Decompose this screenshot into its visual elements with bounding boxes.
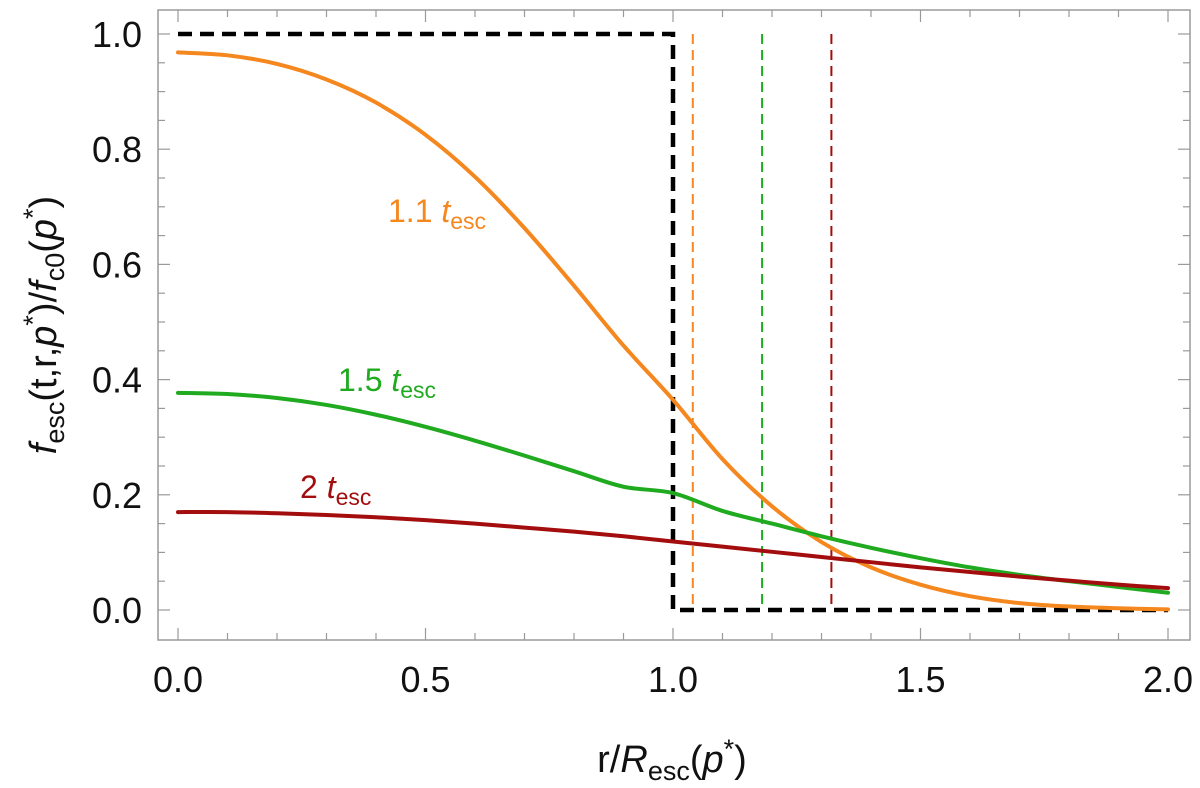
y-tick-label: 0.0 <box>92 590 142 631</box>
threshold-lines <box>691 34 833 610</box>
x-tick-label: 1.5 <box>895 659 945 700</box>
curve-label-2: 2 tesc <box>300 469 371 510</box>
x-axis-title: r/Resc(p*) <box>597 734 747 786</box>
y-tick-label: 0.8 <box>92 129 142 170</box>
y-axis-title: fesc(t,r,p*)/fc0(p*) <box>18 196 70 454</box>
series-line-step <box>178 31 1168 613</box>
series-line-1 <box>176 50 1170 612</box>
x-tick-label: 0.5 <box>400 659 450 700</box>
curve-label-1-5: 1.5 tesc <box>338 362 436 403</box>
plot-frame <box>157 9 1191 641</box>
x-tick-label: 0.0 <box>153 659 203 700</box>
x-tick-label: 2.0 <box>1143 659 1193 700</box>
curve-label-1-1: 1.1 tesc <box>388 193 486 234</box>
tick-labels: 0.0 0.5 1.0 1.5 2.0 0.0 0.2 0.4 0.6 0.8 1.0 <box>92 14 1193 700</box>
y-tick-label: 0.2 <box>92 475 142 516</box>
series-line-2 <box>176 390 1170 595</box>
x-tick-label: 1.0 <box>648 659 698 700</box>
series-lines <box>176 31 1170 613</box>
y-tick-label: 0.6 <box>92 244 142 285</box>
series-line-3 <box>176 509 1170 591</box>
y-tick-label: 0.4 <box>92 360 142 401</box>
axis-ticks <box>158 10 1190 640</box>
y-tick-label: 1.0 <box>92 14 142 55</box>
